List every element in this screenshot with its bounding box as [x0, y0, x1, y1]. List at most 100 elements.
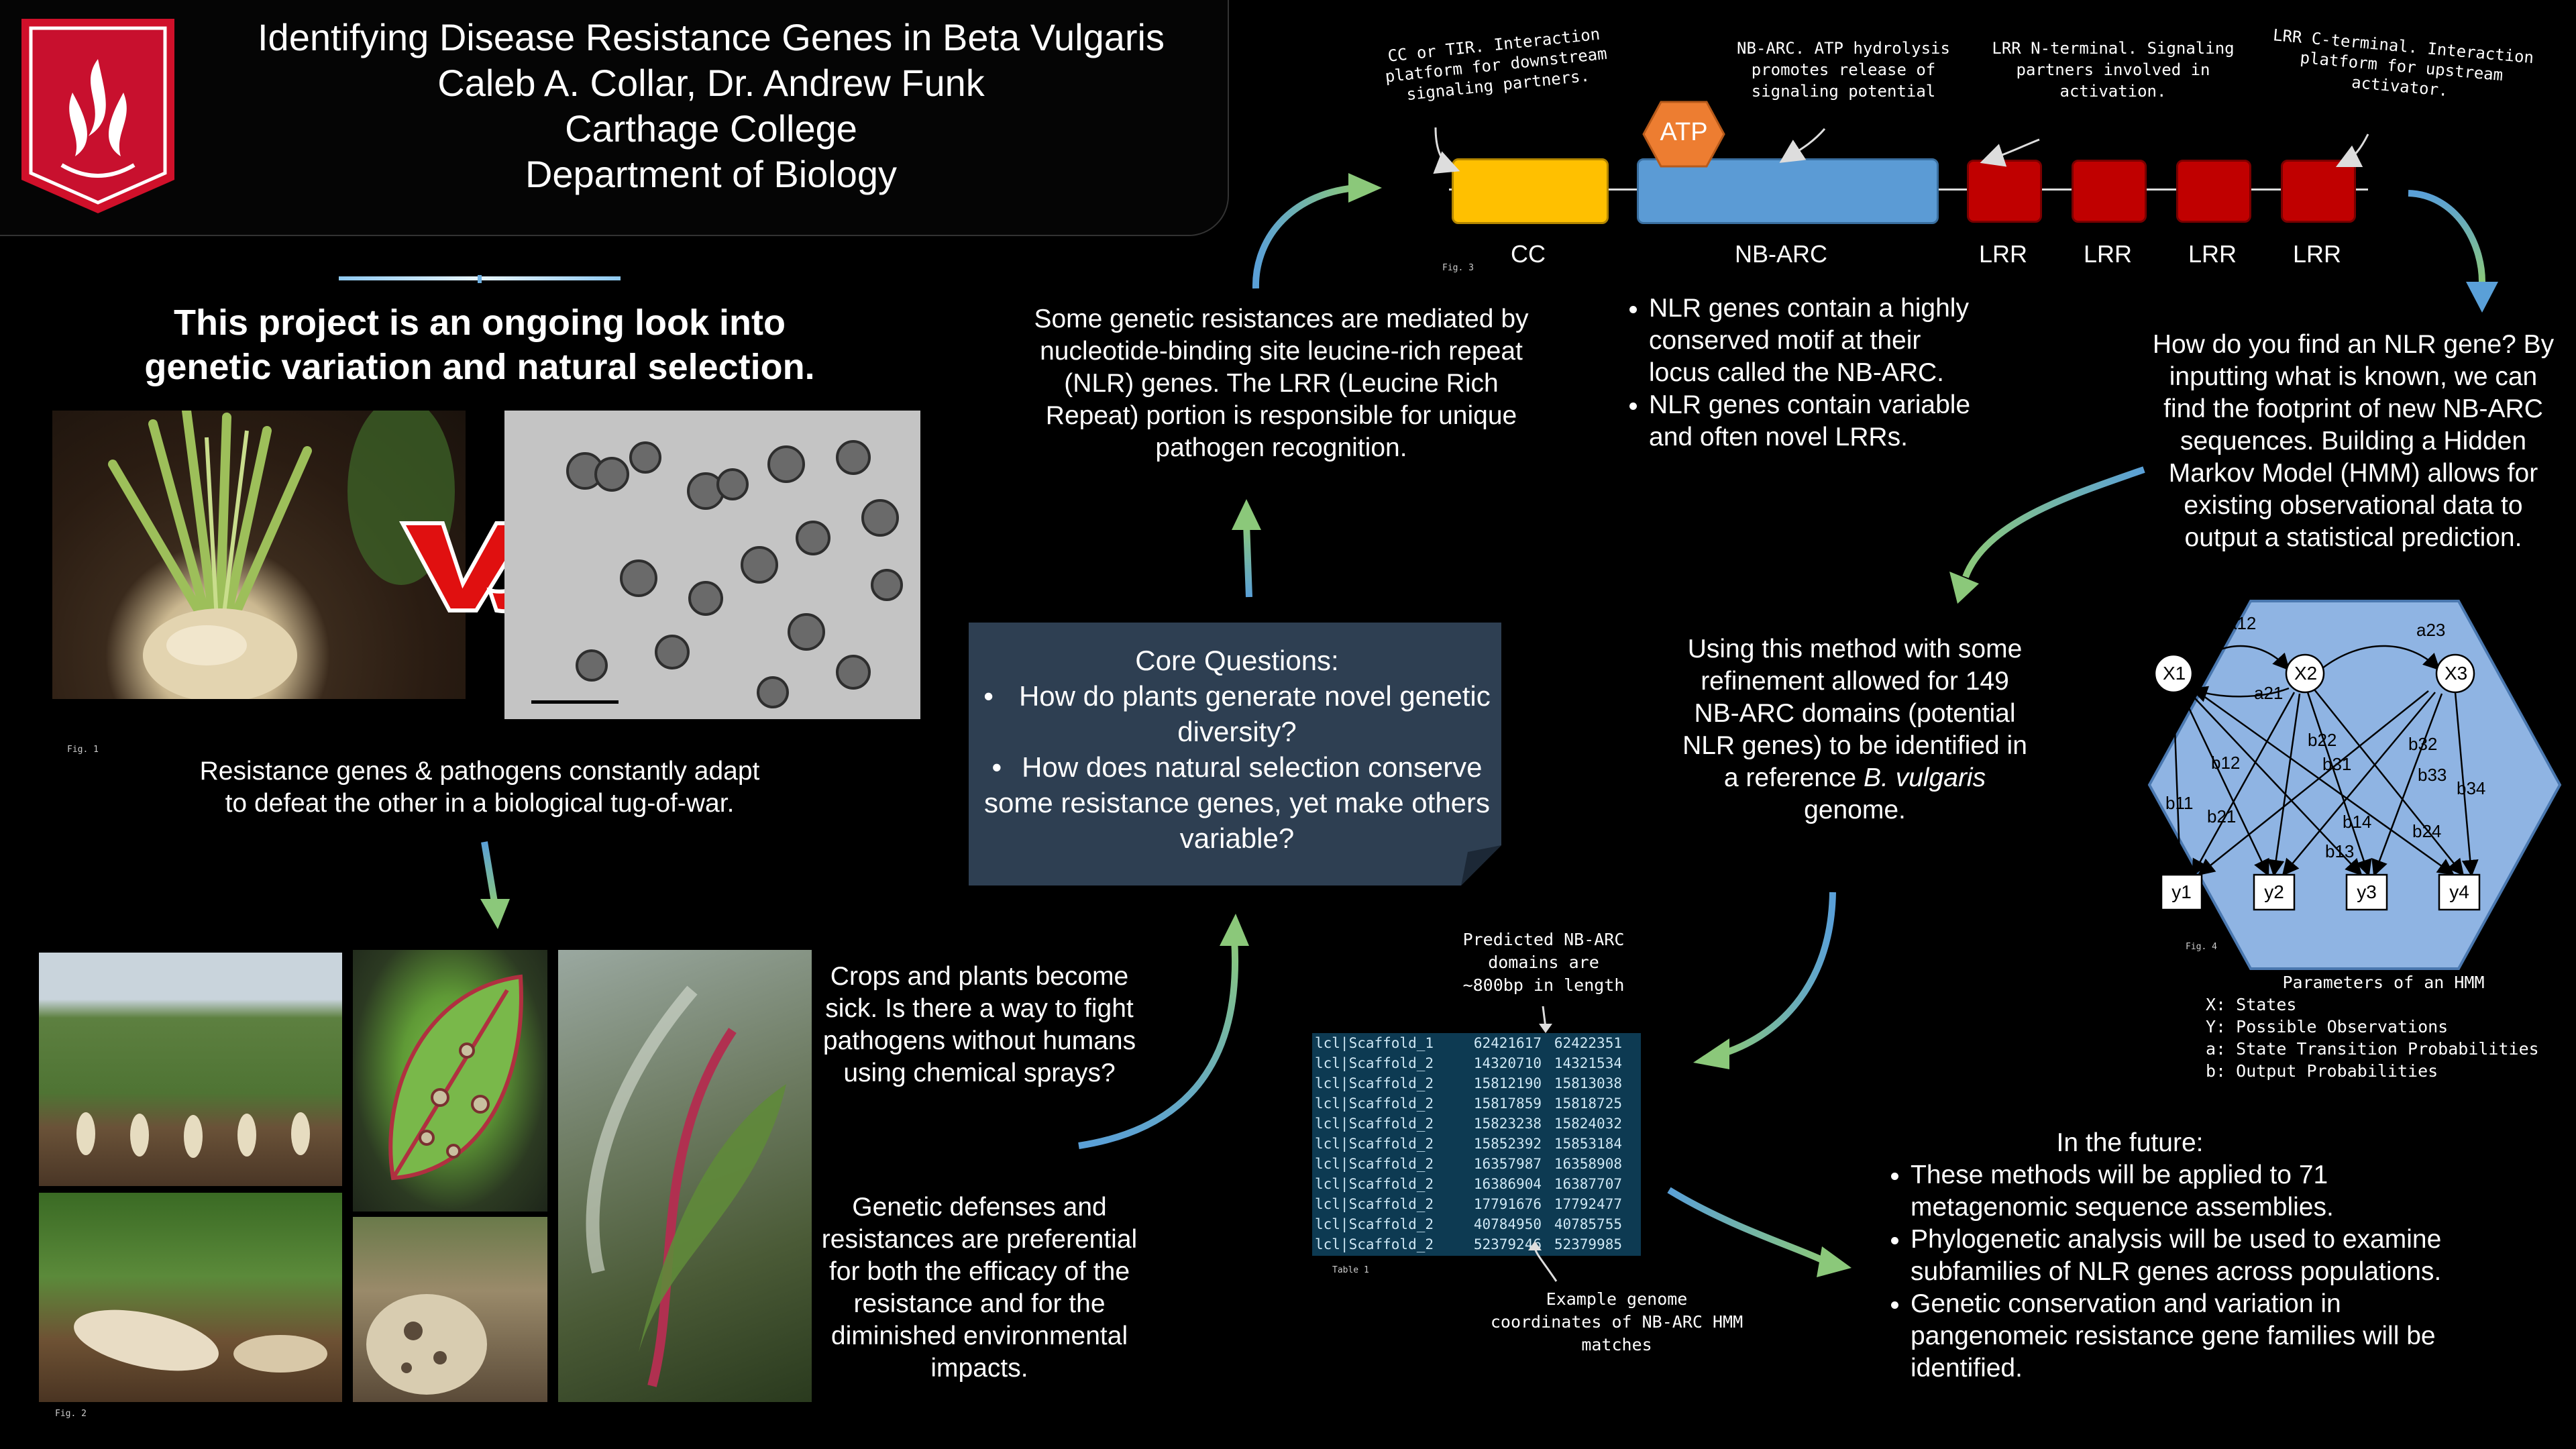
start-cell: 16357987 — [1473, 1156, 1542, 1172]
label-a12: a12 — [2227, 613, 2257, 633]
table-row: lcl|Scaffold_2 15823238 15824032 — [1315, 1114, 1641, 1134]
end-cell: 62422351 — [1554, 1035, 1622, 1051]
table-row: lcl|Scaffold_2 15817859 15818725 — [1315, 1093, 1641, 1114]
fig1-label: Fig. 1 — [67, 745, 99, 755]
start-cell: 15852392 — [1473, 1136, 1542, 1152]
label-b32: b32 — [2408, 734, 2438, 754]
end-cell: 14321534 — [1554, 1055, 1622, 1071]
label-b31: b31 — [2322, 754, 2352, 774]
college-logo — [21, 19, 174, 213]
nlr-fact-1: NLR genes contain a highly conserved mot… — [1649, 292, 1986, 389]
table-row: lcl|Scaffold_2 40784950 40785755 — [1315, 1214, 1641, 1234]
divider-tick — [478, 275, 482, 283]
end-cell: 52379985 — [1554, 1236, 1622, 1252]
scaffold-cell: lcl|Scaffold_2 — [1315, 1216, 1434, 1232]
lrr-label-3: LRR — [2188, 240, 2237, 268]
scaffold-cell: lcl|Scaffold_1 — [1315, 1035, 1434, 1051]
scaffold-cell: lcl|Scaffold_2 — [1315, 1075, 1434, 1091]
virus-micrograph — [504, 411, 920, 719]
table-row: lcl|Scaffold_2 14320710 14321534 — [1315, 1053, 1641, 1073]
department: Department of Biology — [525, 153, 898, 195]
future-item-3: Genetic conservation and variation in pa… — [1911, 1288, 2462, 1385]
institution: Carthage College — [565, 107, 857, 150]
end-cell: 15818725 — [1554, 1095, 1622, 1112]
obs-y3: y3 — [2357, 881, 2377, 902]
annotation-nbarc: NB-ARC. ATP hydrolysis promotes release … — [1737, 39, 1950, 101]
start-cell: 62421617 — [1473, 1035, 1542, 1051]
defenses-text: Genetic defenses and resistances are pre… — [821, 1193, 1138, 1383]
end-cell: 16387707 — [1554, 1176, 1622, 1192]
end-cell: 15853184 — [1554, 1136, 1622, 1152]
label-a21: a21 — [2254, 683, 2284, 703]
label-b11: b11 — [2165, 793, 2194, 813]
cc-domain — [1452, 158, 1609, 224]
obs-y2: y2 — [2264, 881, 2284, 902]
core-questions-title: Core Questions: — [1135, 645, 1339, 676]
label-b21: b21 — [2207, 806, 2237, 826]
label-b33: b33 — [2418, 765, 2447, 785]
start-cell: 16386904 — [1473, 1176, 1542, 1192]
lrr-domain-4 — [2281, 160, 2356, 223]
scaffold-cell: lcl|Scaffold_2 — [1315, 1095, 1434, 1112]
start-cell: 15812190 — [1473, 1075, 1542, 1091]
start-cell: 14320710 — [1473, 1055, 1542, 1071]
hmm-params-title: Parameters of an HMM — [2282, 973, 2485, 992]
core-question-1: • How do plants generate novel genetic di… — [983, 680, 1491, 747]
label-b12: b12 — [2211, 753, 2241, 773]
leaf-spot-photo — [353, 950, 547, 1212]
nbarc-label: NB-ARC — [1735, 240, 1828, 268]
start-cell: 17791676 — [1473, 1196, 1542, 1212]
table-row: lcl|Scaffold_2 16357987 16358908 — [1315, 1154, 1641, 1174]
label-a23: a23 — [2416, 620, 2446, 640]
scaffold-cell: lcl|Scaffold_2 — [1315, 1236, 1434, 1252]
lrr-label-2: LRR — [2084, 240, 2133, 268]
nlr-facts: NLR genes contain a highly conserved mot… — [1610, 292, 1986, 453]
future-section: In the future: These methods will be app… — [1872, 1127, 2462, 1385]
header-panel — [0, 0, 1229, 236]
end-cell: 40785755 — [1554, 1216, 1622, 1232]
sugar-beet-photo — [52, 411, 466, 699]
table-row: lcl|Scaffold_2 16386904 16387707 — [1315, 1174, 1641, 1194]
hmm-param-b: b: Output Probabilities — [2206, 1061, 2438, 1081]
nlr-intro-text: Some genetic resistances are mediated by… — [1034, 305, 1529, 462]
beet-field-photo — [39, 953, 342, 1186]
start-cell: 15817859 — [1473, 1095, 1542, 1112]
core-questions-box: Core Questions: • How do plants generate … — [969, 623, 1501, 885]
lrr-domain-3 — [2176, 160, 2251, 223]
nbarc-domain — [1637, 158, 1939, 224]
species-name: B. vulgaris — [1864, 763, 1986, 792]
table-row: lcl|Scaffold_2 15812190 15813038 — [1315, 1073, 1641, 1093]
fig2-label: Fig. 2 — [55, 1409, 87, 1419]
cc-label: CC — [1511, 240, 1546, 268]
scaffold-cell: lcl|Scaffold_2 — [1315, 1136, 1434, 1152]
end-cell: 15813038 — [1554, 1075, 1622, 1091]
annotation-pointers — [1433, 127, 2369, 174]
chard-leaves-photo — [558, 950, 812, 1402]
label-b22: b22 — [2308, 730, 2337, 750]
method-text: Using this method with some refinement a… — [1682, 635, 2027, 824]
hmm-param-a: a: State Transition Probabilities — [2206, 1039, 2539, 1059]
atp-label: ATP — [1660, 118, 1708, 146]
crops-text: Crops and plants become sick. Is there a… — [822, 962, 1136, 1087]
intro-caption: Resistance genes & pathogens constantly … — [199, 757, 760, 818]
state-x2: X2 — [2294, 663, 2318, 684]
table-row: lcl|Scaffold_2 17791676 17792477 — [1315, 1194, 1641, 1214]
scaffold-cell: lcl|Scaffold_2 — [1315, 1176, 1434, 1192]
lrr-domain-2 — [2072, 160, 2147, 223]
state-x3: X3 — [2445, 663, 2468, 684]
lrr-label-1: LRR — [1979, 240, 2028, 268]
table1-label: Table 1 — [1332, 1265, 1369, 1275]
annotation-lrr-n: LRR N-terminal. Signaling partners invol… — [1992, 39, 2235, 101]
fig4-label: Fig. 4 — [2186, 942, 2217, 952]
table-row: lcl|Scaffold_1 62421617 62422351 — [1315, 1033, 1641, 1053]
fig3-label: Fig. 3 — [1442, 263, 1474, 273]
lrr-label-4: LRR — [2293, 240, 2342, 268]
obs-y4: y4 — [2449, 881, 2469, 902]
hmm-param-x: X: States — [2206, 995, 2297, 1014]
table-note: Predicted NB-ARC domains are ~800bp in l… — [1462, 930, 1625, 995]
harvested-beets-photo — [39, 1193, 342, 1402]
poster-title: Identifying Disease Resistance Genes in … — [258, 16, 1165, 58]
end-cell: 15824032 — [1554, 1116, 1622, 1132]
table-row: lcl|Scaffold_2 15852392 15853184 — [1315, 1134, 1641, 1154]
diseased-root-photo — [353, 1217, 547, 1402]
